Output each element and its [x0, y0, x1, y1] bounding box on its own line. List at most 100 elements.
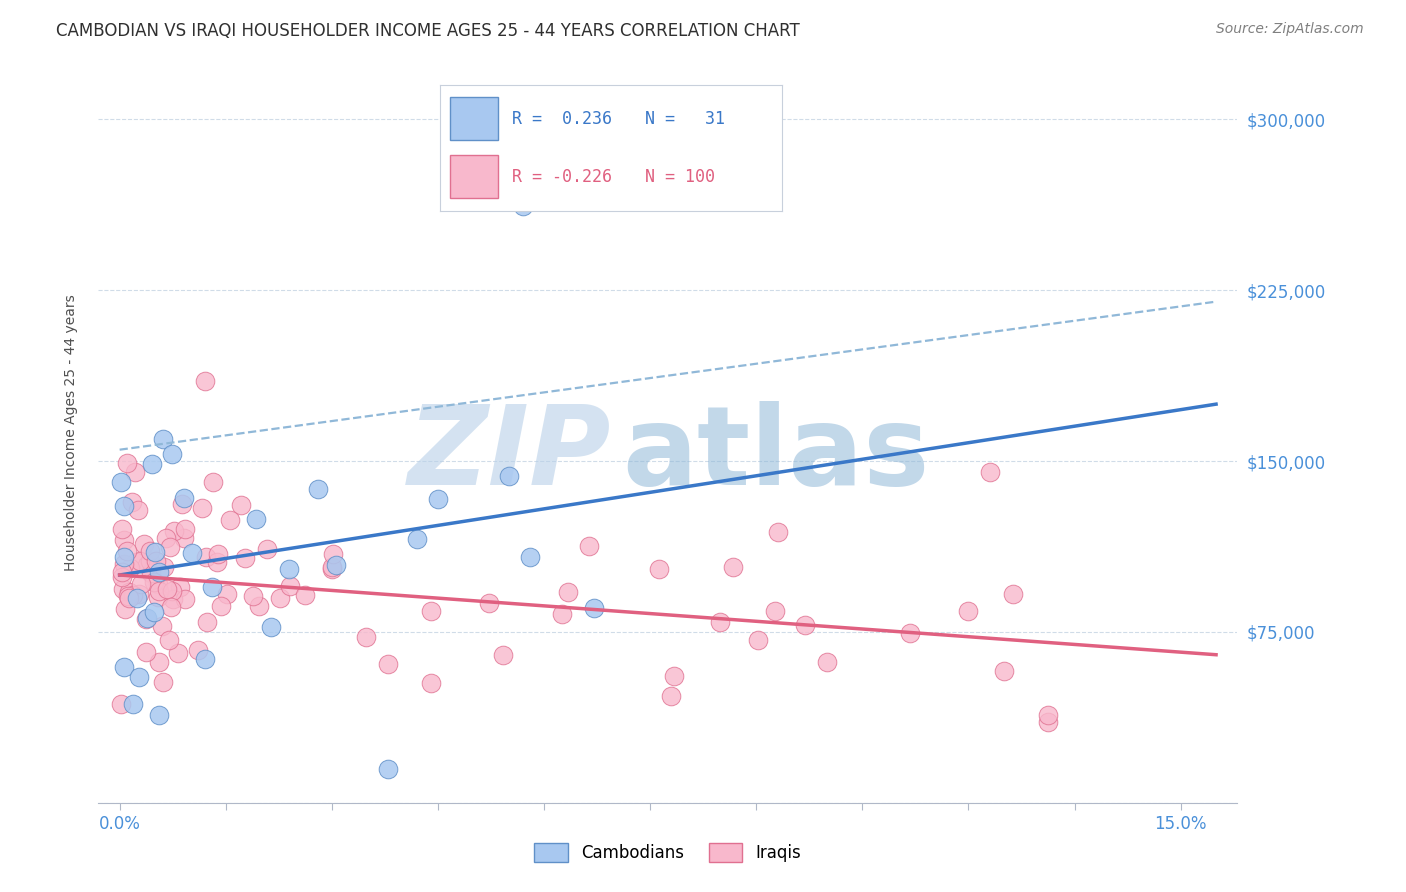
Point	[159, 540, 181, 554]
Point	[111, 523, 134, 537]
Point	[193, 375, 215, 389]
Point	[162, 592, 184, 607]
Text: CAMBODIAN VS IRAQI HOUSEHOLDER INCOME AGES 25 - 44 YEARS CORRELATION CHART: CAMBODIAN VS IRAQI HOUSEHOLDER INCOME AG…	[56, 22, 800, 40]
Text: ZIP: ZIP	[408, 401, 612, 508]
Point	[141, 458, 163, 472]
Point	[110, 475, 132, 489]
Point	[260, 620, 283, 634]
Point	[128, 670, 150, 684]
Point	[550, 607, 572, 621]
Point	[136, 558, 159, 572]
Point	[159, 633, 181, 648]
Point	[1002, 587, 1025, 601]
Point	[763, 604, 786, 618]
Point	[209, 599, 232, 613]
Point	[152, 675, 174, 690]
Point	[195, 615, 218, 630]
Point	[557, 584, 579, 599]
Point	[132, 537, 155, 551]
Point	[191, 500, 214, 515]
Point	[148, 707, 170, 722]
Point	[110, 697, 132, 711]
Point	[173, 531, 195, 545]
Point	[112, 549, 135, 564]
Point	[148, 656, 170, 670]
Point	[1038, 714, 1060, 729]
Point	[233, 550, 256, 565]
Point	[170, 497, 193, 511]
Point	[321, 560, 343, 574]
Point	[160, 447, 183, 461]
Point	[163, 524, 186, 538]
Point	[143, 545, 166, 559]
Point	[142, 605, 165, 619]
Point	[118, 561, 141, 575]
Point	[768, 524, 790, 539]
Point	[247, 599, 270, 613]
Point	[207, 548, 229, 562]
Point	[993, 664, 1015, 678]
Point	[122, 698, 145, 712]
Text: atlas: atlas	[623, 401, 929, 508]
Point	[278, 579, 301, 593]
Point	[377, 657, 399, 672]
Point	[139, 566, 162, 580]
Point	[121, 494, 143, 508]
Point	[135, 612, 157, 626]
Point	[148, 583, 170, 598]
Point	[322, 547, 344, 561]
Point	[405, 532, 427, 546]
Point	[747, 633, 769, 648]
Point	[229, 498, 252, 512]
Point	[117, 590, 139, 604]
Point	[662, 669, 685, 683]
Point	[245, 512, 267, 526]
Point	[111, 570, 134, 584]
Point	[194, 651, 217, 665]
Point	[139, 554, 162, 568]
Point	[498, 469, 520, 483]
Point	[127, 502, 149, 516]
Point	[127, 591, 149, 605]
Point	[139, 544, 162, 558]
Point	[125, 555, 148, 569]
Point	[174, 592, 197, 607]
Point	[1036, 707, 1059, 722]
Point	[721, 560, 744, 574]
Point	[578, 540, 600, 554]
Point	[420, 604, 443, 618]
Point	[129, 577, 152, 591]
Point	[709, 615, 731, 630]
Point	[477, 595, 499, 609]
Point	[294, 588, 316, 602]
Point	[377, 762, 399, 776]
Point	[159, 600, 181, 615]
Point	[128, 587, 150, 601]
Point	[118, 591, 141, 606]
Legend: Cambodians, Iraqis: Cambodians, Iraqis	[527, 836, 808, 869]
Point	[256, 541, 278, 556]
Point	[156, 582, 179, 597]
Point	[112, 558, 135, 572]
Point	[114, 602, 136, 616]
Point	[135, 611, 157, 625]
Point	[269, 591, 291, 605]
Point	[898, 626, 921, 640]
Point	[201, 580, 224, 594]
Point	[325, 558, 347, 572]
Point	[155, 532, 177, 546]
Point	[112, 533, 135, 547]
Point	[979, 466, 1001, 480]
Point	[145, 554, 167, 568]
Point	[152, 432, 174, 446]
Point	[146, 577, 169, 591]
Point	[124, 465, 146, 479]
Point	[278, 562, 301, 576]
Point	[354, 630, 377, 644]
Point	[167, 646, 190, 660]
Point	[426, 492, 449, 507]
Point	[174, 522, 197, 536]
Point	[169, 580, 191, 594]
Point	[661, 689, 683, 703]
Point	[128, 554, 150, 568]
